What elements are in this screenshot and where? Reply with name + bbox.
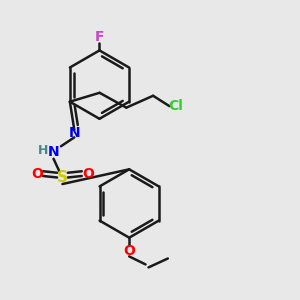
Text: O: O xyxy=(31,167,43,181)
Text: N: N xyxy=(48,145,59,159)
Text: Cl: Cl xyxy=(168,99,183,113)
Text: O: O xyxy=(123,244,135,258)
Text: N: N xyxy=(68,126,80,140)
Text: O: O xyxy=(82,167,94,181)
Text: H: H xyxy=(38,144,48,157)
Text: S: S xyxy=(57,170,68,185)
Text: F: F xyxy=(95,30,104,44)
